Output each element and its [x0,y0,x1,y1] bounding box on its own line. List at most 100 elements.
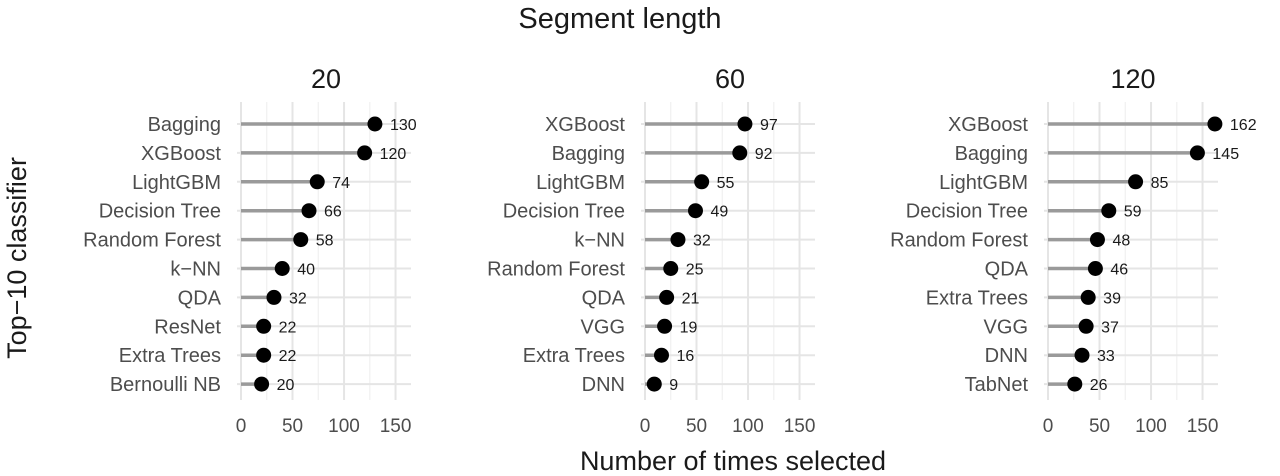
value-label: 85 [1151,175,1169,192]
x-axis-title: Number of times selected [580,446,886,476]
lollipop-point [1207,116,1223,132]
lollipop-point [670,232,686,248]
lollipop-point [663,261,679,276]
category-label: TabNet [965,374,1029,396]
value-label: 58 [316,233,334,250]
value-label: 33 [1097,348,1115,365]
lollipop-point [367,116,383,132]
value-label: 120 [380,146,407,163]
lollipop-point [256,347,272,363]
category-label: k−NN [170,259,221,281]
value-label: 9 [669,377,678,394]
lollipop-point [1189,145,1205,161]
x-tick-label: 50 [282,416,303,437]
value-label: 162 [1230,117,1257,134]
figure-supertitle: Segment length [518,3,721,35]
y-axis-title: Top−10 classifier [2,157,32,359]
value-label: 26 [1090,377,1108,394]
x-tick-label: 0 [1043,416,1054,437]
category-label: LightGBM [536,172,625,194]
lollipop-point [737,116,753,132]
panel-60: 0 50 100 150 60 XGBoost 97 Bagging 92 LightGBM 55 D… [487,64,815,437]
panel-title: 120 [1110,64,1155,94]
category-label: VGG [581,316,625,338]
value-label: 16 [676,348,694,365]
lollipop-point [293,232,309,248]
value-label: 22 [279,319,297,336]
category-label: Extra Trees [523,345,625,367]
lollipop-point [1089,232,1105,248]
category-label: XGBoost [545,114,625,136]
lollipop-point [1128,174,1144,190]
panel-20: 0 50 100 150 20 Bagging 130 XGBoost 120 LightGBM 7… [83,64,417,437]
lollipop-point [301,203,317,219]
lollipop-point [1074,347,1090,363]
lollipop-point [256,318,272,334]
category-label: Bernoulli NB [110,374,221,396]
category-label: DNN [582,374,625,396]
category-label: Extra Trees [926,287,1028,309]
x-tick-label: 100 [328,416,360,437]
lollipop-point [653,347,669,363]
value-label: 66 [324,204,342,221]
lollipop-point [1067,376,1083,392]
category-label: QDA [985,259,1029,281]
chart-panels: 0 50 100 150 20 Bagging 130 XGBoost 120 LightGBM 7… [83,64,1257,437]
lollipop-point [266,289,282,305]
category-label: Random Forest [83,230,221,252]
x-tick-label: 100 [732,416,764,437]
lollipop-point [357,145,373,161]
lollipop-point [309,174,325,190]
category-label: QDA [178,287,222,309]
value-label: 59 [1124,204,1142,221]
category-label: QDA [582,287,626,309]
value-label: 97 [760,117,778,134]
value-label: 22 [279,348,297,365]
x-tick-label: 0 [236,416,247,437]
category-label: XGBoost [141,143,221,165]
value-label: 25 [686,262,704,279]
x-tick-label: 0 [640,416,651,437]
category-label: Decision Tree [906,201,1028,223]
value-label: 21 [682,290,700,307]
value-label: 20 [277,377,295,394]
panel-title: 20 [311,64,341,94]
lollipop-point [657,318,673,334]
value-label: 130 [390,117,417,134]
panel-title: 60 [715,64,745,94]
lollipop-point [687,203,703,219]
x-tick-label: 150 [784,416,816,437]
category-label: VGG [984,316,1028,338]
lollipop-point [646,376,662,392]
category-label: ResNet [154,316,221,338]
category-label: DNN [985,345,1028,367]
x-tick-label: 150 [380,416,412,437]
value-label: 92 [755,146,773,163]
category-label: LightGBM [939,172,1028,194]
value-label: 74 [332,175,350,192]
category-label: Random Forest [890,230,1028,252]
category-label: Decision Tree [99,201,221,223]
category-label: LightGBM [132,172,221,194]
category-label: XGBoost [948,114,1028,136]
lollipop-point [274,261,290,276]
lollipop-point [732,145,748,161]
x-tick-label: 50 [686,416,707,437]
category-label: Bagging [955,143,1028,165]
value-label: 46 [1110,262,1128,279]
lollipop-point [1087,261,1103,276]
lollipop-point [659,289,675,305]
category-label: Extra Trees [119,345,221,367]
value-label: 37 [1101,319,1119,336]
value-label: 39 [1103,290,1121,307]
lollipop-point [1078,318,1094,334]
value-label: 40 [297,262,315,279]
lollipop-point [1080,289,1096,305]
category-label: Decision Tree [503,201,625,223]
x-tick-label: 50 [1089,416,1110,437]
value-label: 32 [289,290,307,307]
x-tick-label: 100 [1135,416,1167,437]
value-label: 48 [1112,233,1130,250]
lollipop-point [694,174,710,190]
